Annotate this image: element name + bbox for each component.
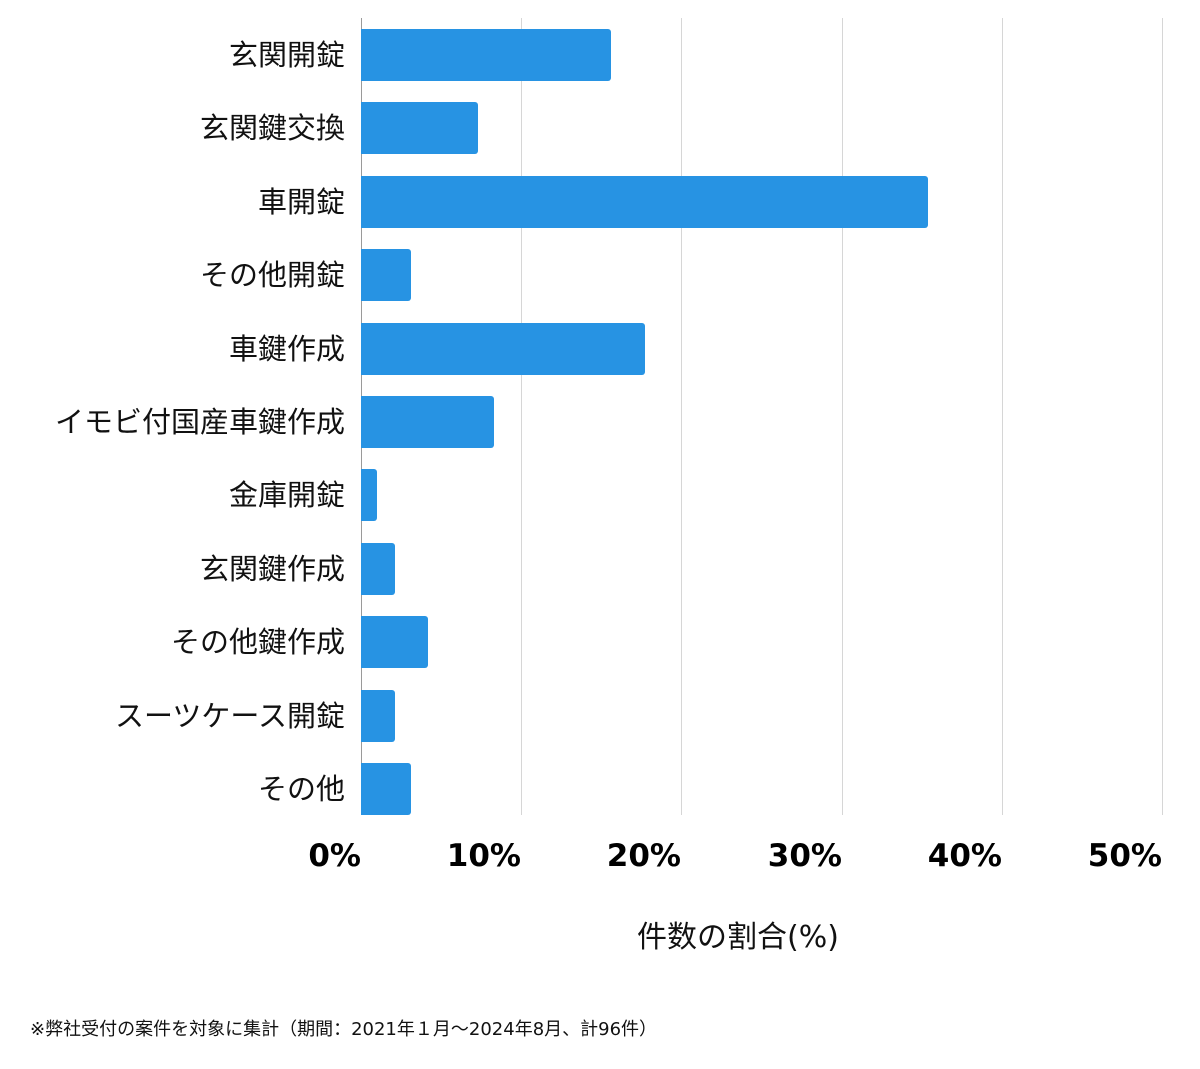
bar <box>361 29 611 81</box>
gridline <box>521 18 522 815</box>
bar <box>361 690 395 742</box>
bar <box>361 249 411 301</box>
bar <box>361 763 411 815</box>
bar <box>361 176 928 228</box>
footnote: ※弊社受付の案件を対象に集計（期間：2021年１月〜2024年8月、計96件） <box>30 1019 658 1040</box>
gridline <box>681 18 682 815</box>
bar <box>361 102 478 154</box>
category-label: 玄関鍵作成 <box>199 552 345 586</box>
category-label: 車開錠 <box>257 185 345 219</box>
x-axis-title: 件数の割合(%) <box>637 920 839 955</box>
gridline <box>1002 18 1003 815</box>
category-label: 金庫開錠 <box>228 478 345 512</box>
category-label: イモビ付国産車鍵作成 <box>54 405 345 439</box>
category-label: 玄関開錠 <box>228 38 345 72</box>
bar <box>361 616 428 668</box>
x-tick-label: 10% <box>446 838 521 874</box>
category-label: その他開錠 <box>199 258 345 292</box>
gridline <box>842 18 843 815</box>
category-label: 車鍵作成 <box>228 332 345 366</box>
bar <box>361 396 494 448</box>
bar <box>361 323 645 375</box>
gridline <box>1162 18 1163 815</box>
category-label: 玄関鍵交換 <box>199 111 345 145</box>
bar <box>361 469 377 521</box>
x-tick-label: 20% <box>606 838 681 874</box>
x-tick-label: 50% <box>1087 838 1162 874</box>
category-label: その他鍵作成 <box>170 625 345 659</box>
bar <box>361 543 395 595</box>
x-tick-label: 0% <box>308 838 361 874</box>
category-label: その他 <box>257 772 345 806</box>
x-tick-label: 30% <box>767 838 842 874</box>
category-label: スーツケース開錠 <box>115 699 345 733</box>
x-tick-label: 40% <box>927 838 1002 874</box>
